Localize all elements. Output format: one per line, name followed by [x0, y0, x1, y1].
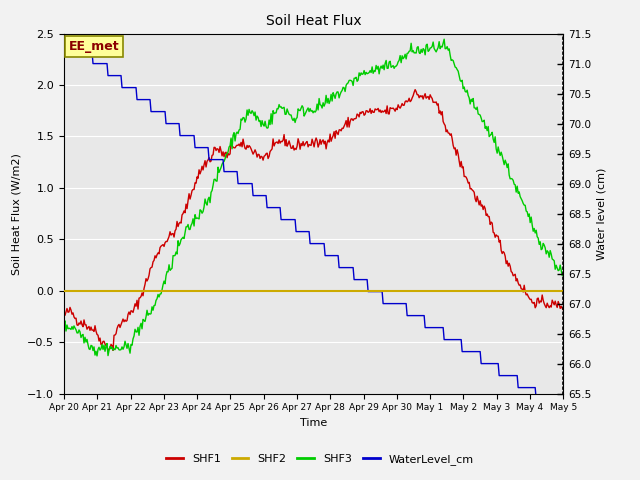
WaterLevel_cm	[60, 25, 68, 31]
Line: SHF3: SHF3	[64, 39, 563, 356]
SHF3	[358, 72, 366, 77]
SHF3	[301, 111, 309, 117]
SHF1	[471, 196, 479, 202]
SHF3	[93, 353, 101, 359]
SHF1	[301, 141, 309, 147]
Title: Soil Heat Flux: Soil Heat Flux	[266, 14, 362, 28]
Legend: SHF1, SHF2, SHF3, WaterLevel_cm: SHF1, SHF2, SHF3, WaterLevel_cm	[162, 450, 478, 469]
SHF3	[471, 105, 479, 111]
Y-axis label: Water level (cm): Water level (cm)	[597, 168, 607, 260]
WaterLevel_cm	[469, 348, 477, 354]
SHF1	[559, 307, 567, 312]
SHF1	[412, 87, 419, 93]
SHF3	[440, 36, 448, 42]
SHF3	[298, 103, 306, 108]
SHF3	[332, 96, 339, 101]
SHF3	[60, 321, 68, 327]
WaterLevel_cm	[300, 228, 308, 234]
X-axis label: Time: Time	[300, 418, 327, 428]
SHF2	[330, 288, 338, 294]
SHF1	[332, 135, 339, 141]
Line: WaterLevel_cm: WaterLevel_cm	[64, 28, 563, 411]
WaterLevel_cm	[357, 276, 365, 282]
WaterLevel_cm	[330, 253, 338, 259]
Text: EE_met: EE_met	[69, 40, 120, 53]
SHF2	[559, 288, 567, 294]
SHF1	[358, 109, 366, 115]
SHF1	[104, 348, 112, 354]
SHF1	[60, 312, 68, 318]
Y-axis label: Soil Heat Flux (W/m2): Soil Heat Flux (W/m2)	[12, 153, 22, 275]
SHF3	[559, 271, 567, 276]
WaterLevel_cm	[547, 396, 555, 402]
SHF2	[357, 288, 365, 294]
SHF2	[297, 288, 305, 294]
WaterLevel_cm	[297, 228, 305, 234]
SHF2	[547, 288, 555, 294]
SHF3	[549, 257, 557, 263]
SHF2	[60, 288, 68, 294]
SHF1	[298, 143, 306, 148]
SHF2	[469, 288, 477, 294]
Line: SHF1: SHF1	[64, 90, 563, 351]
WaterLevel_cm	[559, 408, 567, 414]
SHF1	[549, 300, 557, 305]
WaterLevel_cm	[551, 408, 559, 414]
SHF2	[300, 288, 308, 294]
